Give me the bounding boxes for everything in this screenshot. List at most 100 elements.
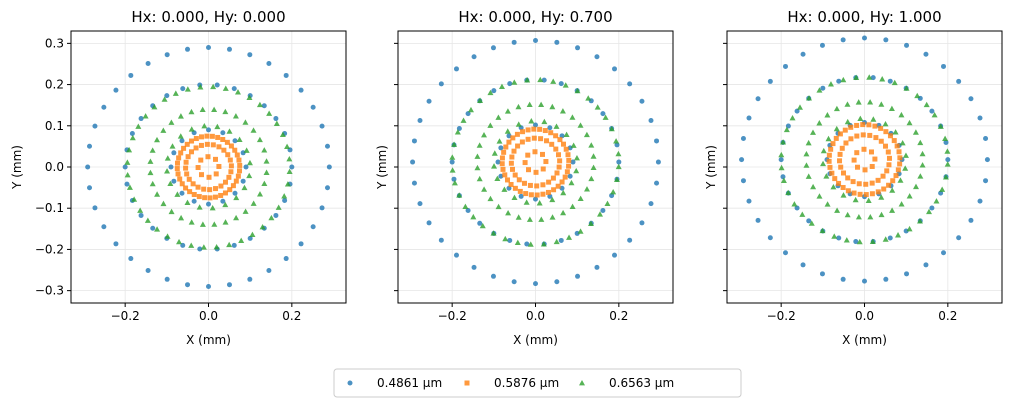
data-point: [224, 139, 230, 145]
data-point: [983, 135, 989, 141]
data-point: [886, 155, 892, 161]
data-point: [161, 96, 168, 102]
data-point: [872, 156, 878, 162]
data-point: [191, 192, 197, 198]
data-point: [944, 148, 951, 154]
data-point: [242, 119, 249, 125]
data-point: [833, 135, 839, 141]
data-point: [916, 218, 923, 224]
data-point: [319, 205, 325, 211]
data-point: [92, 123, 98, 129]
data-point: [778, 151, 785, 158]
data-point: [540, 166, 546, 172]
data-point: [549, 141, 555, 147]
data-point: [870, 75, 876, 81]
data-point: [256, 101, 263, 108]
data-point: [562, 82, 569, 88]
data-point: [249, 231, 256, 238]
data-point: [247, 235, 253, 241]
data-point: [324, 143, 330, 149]
data-point: [154, 136, 161, 143]
data-point: [527, 241, 534, 247]
data-point: [803, 162, 810, 168]
data-point: [549, 196, 556, 203]
data-point: [523, 191, 529, 197]
data-point: [230, 183, 236, 189]
data-point: [204, 141, 210, 147]
data-point: [841, 170, 847, 176]
data-point: [860, 132, 866, 138]
data-point: [850, 179, 856, 185]
data-point: [511, 194, 518, 201]
data-point: [282, 198, 288, 204]
data-point: [238, 237, 245, 243]
data-point: [234, 152, 240, 158]
data-point: [236, 136, 243, 142]
data-point: [237, 168, 243, 174]
data-point: [917, 173, 924, 179]
data-point: [556, 164, 562, 170]
data-point: [533, 281, 538, 287]
data-point: [526, 167, 532, 173]
data-point: [507, 81, 513, 87]
data-point: [214, 82, 220, 88]
data-point: [923, 101, 930, 108]
data-point: [883, 37, 889, 43]
data-point: [892, 129, 899, 135]
data-point: [179, 190, 185, 196]
data-point: [504, 108, 511, 114]
data-point: [149, 180, 156, 187]
data-point: [610, 188, 617, 195]
data-point: [207, 195, 213, 201]
data-point: [246, 94, 253, 100]
data-point: [887, 78, 893, 84]
data-point: [854, 122, 860, 128]
data-point: [939, 186, 946, 192]
data-point: [838, 164, 844, 170]
data-point: [863, 192, 869, 198]
data-point: [246, 159, 253, 166]
y-tick-label: −0.2: [35, 242, 64, 256]
data-point: [923, 51, 929, 57]
data-point: [470, 213, 477, 220]
data-point: [740, 178, 746, 184]
data-point: [977, 198, 983, 204]
data-point: [240, 178, 246, 184]
data-point: [456, 192, 463, 198]
data-point: [891, 79, 898, 86]
data-point: [648, 117, 654, 123]
data-point: [546, 179, 552, 185]
legend-marker: [347, 380, 353, 386]
data-point: [832, 176, 838, 182]
data-point: [527, 182, 533, 188]
data-point: [902, 165, 909, 171]
data-point: [828, 146, 834, 152]
data-point: [810, 129, 817, 135]
data-point: [587, 220, 594, 226]
data-point: [888, 105, 895, 112]
data-point: [893, 173, 899, 179]
data-point: [266, 268, 272, 274]
data-point: [490, 273, 496, 279]
data-point: [851, 157, 857, 163]
data-point: [199, 106, 206, 112]
data-point: [767, 235, 773, 241]
data-point: [844, 118, 851, 125]
data-point: [228, 143, 234, 149]
legend-label: 0.4861 µm: [377, 376, 442, 390]
data-point: [479, 222, 486, 229]
data-point: [474, 153, 481, 159]
data-point: [474, 164, 481, 171]
data-point: [206, 284, 211, 290]
data-point: [138, 116, 144, 122]
data-point: [833, 125, 840, 132]
data-point: [231, 86, 237, 92]
data-point: [740, 135, 746, 141]
data-point: [500, 166, 506, 172]
data-point: [199, 172, 205, 178]
data-point: [283, 256, 289, 262]
data-point: [906, 119, 913, 126]
data-point: [227, 187, 233, 193]
data-point: [780, 177, 787, 183]
data-point: [840, 76, 847, 83]
